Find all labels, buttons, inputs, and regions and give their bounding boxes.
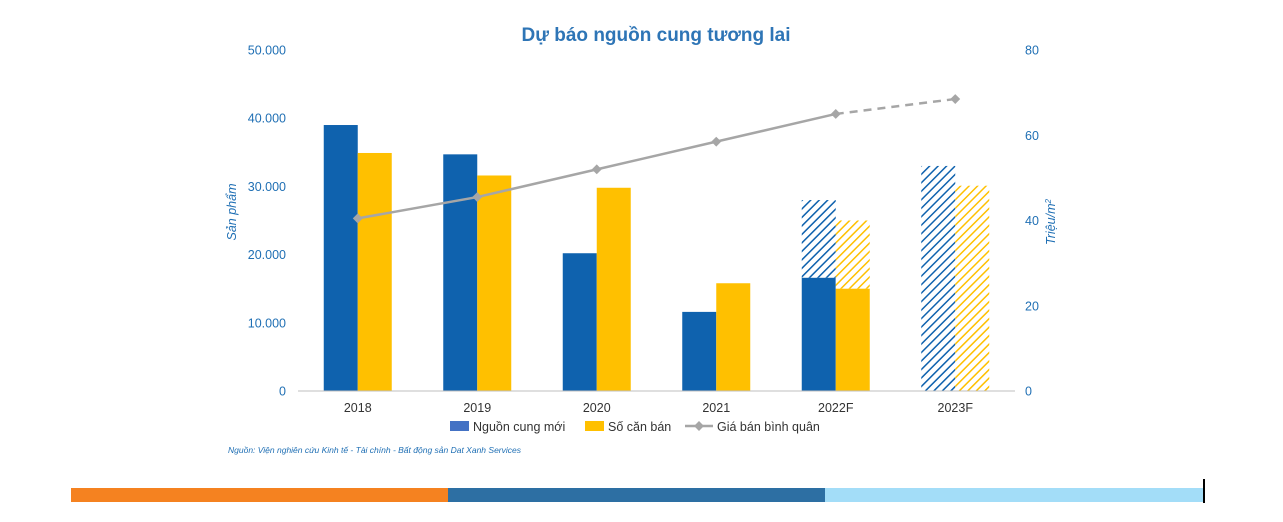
bar-nguon-cung-moi bbox=[682, 311, 717, 391]
y-left-tick-label: 30.000 bbox=[248, 180, 286, 194]
line-point-gia-ban bbox=[950, 94, 961, 104]
y-left-tick-label: 10.000 bbox=[248, 316, 286, 330]
y-right-tick-label: 20 bbox=[1025, 299, 1039, 313]
legend: Nguồn cung mới Số căn bán Giá bán bình q… bbox=[450, 420, 820, 434]
footer-band-orange bbox=[71, 488, 448, 502]
y-left-tick-label: 50.000 bbox=[248, 44, 286, 58]
bar-nguon-cung-moi bbox=[323, 125, 358, 392]
bar-so-can-ban bbox=[835, 288, 870, 391]
x-tick-label: 2019 bbox=[463, 401, 491, 415]
y-right-tick-label: 40 bbox=[1025, 214, 1039, 228]
footer-band-blue bbox=[448, 488, 825, 502]
x-tick-label: 2021 bbox=[702, 401, 730, 415]
bar-series-group bbox=[323, 125, 990, 392]
bar-so-can-ban bbox=[596, 187, 631, 391]
legend-label-nguon-cung-moi: Nguồn cung mới bbox=[473, 420, 565, 434]
line-point-gia-ban bbox=[830, 108, 841, 119]
line-point-gia-ban bbox=[352, 213, 363, 224]
line-point-gia-ban bbox=[711, 136, 722, 147]
legend-swatch-so-can-ban bbox=[585, 421, 604, 431]
line-point-gia-ban bbox=[472, 192, 483, 203]
line-gia-ban-forecast bbox=[835, 97, 956, 116]
y-left-tick-label: 40.000 bbox=[248, 112, 286, 126]
bar-so-can-ban bbox=[477, 175, 512, 391]
bar-forecast-nguon-cung-moi bbox=[801, 200, 836, 278]
bar-nguon-cung-moi bbox=[562, 253, 597, 391]
legend-swatch-nguon-cung-moi bbox=[450, 421, 469, 431]
y-axis-right-title: Triệu/m2 bbox=[1044, 199, 1058, 245]
bar-forecast-nguon-cung-moi bbox=[921, 165, 956, 391]
x-axis-tick-labels: 2018 2019 2020 2021 2022F 2023F bbox=[344, 401, 973, 415]
legend-label-so-can-ban: Số căn bán bbox=[608, 420, 671, 434]
y-axis-right-title-sup: 2 bbox=[1044, 199, 1053, 205]
x-tick-label: 2023F bbox=[938, 401, 974, 415]
x-tick-label: 2020 bbox=[583, 401, 611, 415]
legend-label-gia-ban-binh-quan: Giá bán bình quân bbox=[717, 420, 820, 434]
line-point-gia-ban bbox=[591, 164, 602, 175]
bar-so-can-ban bbox=[357, 152, 392, 391]
y-axis-left-ticks: 0 10.000 20.000 30.000 40.000 50.000 bbox=[248, 44, 286, 399]
y-right-tick-label: 60 bbox=[1025, 129, 1039, 143]
text-cursor bbox=[1203, 479, 1205, 503]
y-left-tick-label: 0 bbox=[279, 385, 286, 399]
footer-band-lightblue bbox=[825, 488, 1203, 502]
source-note: Nguồn: Viện nghiên cứu Kinh tế - Tài chí… bbox=[228, 445, 522, 455]
bar-so-can-ban bbox=[716, 283, 751, 391]
bar-nguon-cung-moi bbox=[801, 277, 836, 391]
y-axis-left-title: Sản phẩm bbox=[225, 184, 239, 241]
y-right-tick-label: 0 bbox=[1025, 385, 1032, 399]
bar-nguon-cung-moi bbox=[443, 154, 478, 391]
x-tick-label: 2018 bbox=[344, 401, 372, 415]
bar-forecast-so-can-ban bbox=[835, 220, 870, 289]
legend-marker-gia-ban bbox=[694, 421, 704, 431]
y-axis-right-title-text: Triệu/m bbox=[1044, 204, 1058, 245]
y-left-tick-label: 20.000 bbox=[248, 248, 286, 262]
chart-title: Dự báo nguồn cung tương lai bbox=[522, 25, 791, 46]
x-tick-label: 2022F bbox=[818, 401, 854, 415]
line-series-group bbox=[352, 94, 961, 224]
y-right-tick-label: 80 bbox=[1025, 44, 1039, 58]
y-axis-right-ticks: 0 20 40 60 80 bbox=[1025, 44, 1039, 399]
bar-forecast-so-can-ban bbox=[955, 185, 990, 391]
